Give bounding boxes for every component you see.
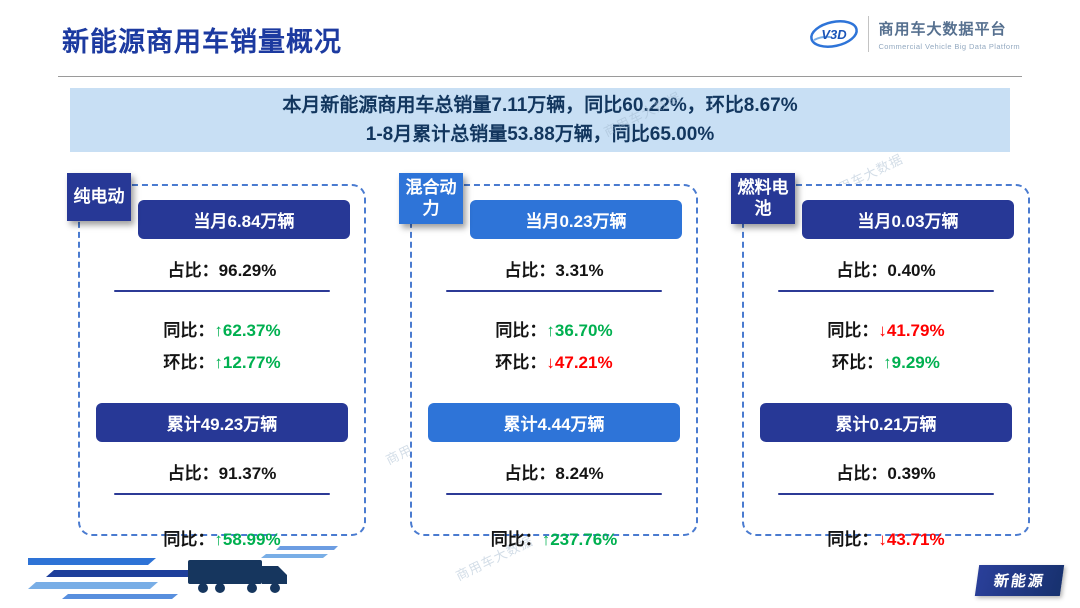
truck-swoosh-logo-icon: V3D xyxy=(810,20,859,48)
monthly-yoy-row: 同比：↓41.79% xyxy=(744,316,1028,341)
title-divider xyxy=(58,76,1022,77)
mom-value: ↑12.77% xyxy=(214,353,281,372)
monthly-mom-row: 环比：↑9.29% xyxy=(744,348,1028,373)
underline xyxy=(778,493,994,495)
share-label: 占比： xyxy=(504,261,556,280)
share-value: 91.37% xyxy=(218,464,277,483)
monthly-share-row: 占比：96.29% xyxy=(80,256,364,281)
share-value: 96.29% xyxy=(218,261,277,280)
cumulative-volume-bar: 累计4.44万辆 xyxy=(428,403,680,442)
underline xyxy=(114,493,330,495)
summary-banner: 本月新能源商用车总销量7.11万辆，同比60.22%，环比8.67% 1-8月累… xyxy=(70,88,1010,152)
platform-name-cn: 商用车大数据平台 xyxy=(878,20,1007,38)
share-label: 占比： xyxy=(167,464,219,483)
monthly-share-row: 占比：3.31% xyxy=(412,256,696,281)
summary-line-1: 本月新能源商用车总销量7.11万辆，同比60.22%，环比8.67% xyxy=(282,94,798,116)
share-label: 占比： xyxy=(167,261,219,280)
underline xyxy=(114,290,330,292)
category-tag: 燃料电池 xyxy=(731,173,795,224)
cumulative-share-row: 占比：0.39% xyxy=(744,459,1028,484)
cumulative-yoy-row: 同比：↑237.76% xyxy=(412,525,696,550)
share-value: 0.40% xyxy=(887,261,936,280)
yoy-value: ↑58.99% xyxy=(214,530,281,549)
share-label: 占比： xyxy=(836,261,888,280)
yoy-value: ↑62.37% xyxy=(214,321,281,340)
brand-text: V3D xyxy=(822,27,848,42)
yoy-label: 同比： xyxy=(827,530,879,549)
cumulative-volume-bar: 累计49.23万辆 xyxy=(96,403,348,442)
platform-name-en: Commercial Vehicle Big Data Platform xyxy=(878,41,1020,51)
speed-lines-truck-graphic xyxy=(28,546,338,599)
platform-name-block: 商用车大数据平台 Commercial Vehicle Big Data Pla… xyxy=(878,18,1020,51)
share-label: 占比： xyxy=(836,464,888,483)
monthly-mom-row: 环比：↓47.21% xyxy=(412,348,696,373)
card-fuel-cell: 燃料电池 当月0.03万辆 占比：0.40% 同比：↓41.79% 环比：↑9.… xyxy=(731,173,1030,549)
underline xyxy=(446,290,662,292)
yoy-value: ↑36.70% xyxy=(546,321,613,340)
mom-value: ↑9.29% xyxy=(883,353,940,372)
cumulative-yoy-row: 同比：↑58.99% xyxy=(80,525,364,550)
underline xyxy=(446,493,662,495)
monthly-mom-row: 环比：↑12.77% xyxy=(80,348,364,373)
mom-value: ↓47.21% xyxy=(546,353,613,372)
category-tag: 纯电动 xyxy=(67,173,131,221)
yoy-value: ↓41.79% xyxy=(878,321,945,340)
underline xyxy=(778,290,994,292)
cumulative-share-row: 占比：91.37% xyxy=(80,459,364,484)
cumulative-share-row: 占比：8.24% xyxy=(412,459,696,484)
brand-logo: V3D 商用车大数据平台 Commercial Vehicle Big Data… xyxy=(809,16,1020,52)
cumulative-volume-bar: 累计0.21万辆 xyxy=(760,403,1012,442)
monthly-share-row: 占比：0.40% xyxy=(744,256,1028,281)
mom-label: 环比： xyxy=(163,353,215,372)
share-value: 0.39% xyxy=(887,464,936,483)
monthly-volume-bar: 当月0.03万辆 xyxy=(802,200,1014,239)
monthly-yoy-row: 同比：↑62.37% xyxy=(80,316,364,341)
yoy-value: ↓43.71% xyxy=(878,530,945,549)
monthly-volume-bar: 当月6.84万辆 xyxy=(138,200,350,239)
yoy-label: 同比： xyxy=(163,321,215,340)
share-value: 3.31% xyxy=(555,261,604,280)
category-tag: 混合动力 xyxy=(399,173,463,224)
yoy-label: 同比： xyxy=(495,321,547,340)
share-value: 8.24% xyxy=(555,464,604,483)
monthly-yoy-row: 同比：↑36.70% xyxy=(412,316,696,341)
mom-label: 环比： xyxy=(832,353,884,372)
summary-line-2: 1-8月累计总销量53.88万辆，同比65.00% xyxy=(365,124,715,145)
monthly-volume-bar: 当月0.23万辆 xyxy=(470,200,682,239)
yoy-label: 同比： xyxy=(827,321,879,340)
logo-divider xyxy=(868,16,870,52)
share-label: 占比： xyxy=(504,464,556,483)
category-cards: 纯电动 当月6.84万辆 占比：96.29% 同比：↑62.37% 环比：↑12… xyxy=(67,173,1030,549)
new-energy-badge: 新能源 xyxy=(974,565,1065,596)
cumulative-yoy-row: 同比：↓43.71% xyxy=(744,525,1028,550)
yoy-label: 同比： xyxy=(490,530,542,549)
yoy-value: ↑237.76% xyxy=(541,530,618,549)
mom-label: 环比： xyxy=(495,353,547,372)
page-title: 新能源商用车销量概况 xyxy=(62,27,342,57)
card-pure-electric: 纯电动 当月6.84万辆 占比：96.29% 同比：↑62.37% 环比：↑12… xyxy=(67,173,366,549)
yoy-label: 同比： xyxy=(163,530,215,549)
card-hybrid: 混合动力 当月0.23万辆 占比：3.31% 同比：↑36.70% 环比：↓47… xyxy=(399,173,698,549)
